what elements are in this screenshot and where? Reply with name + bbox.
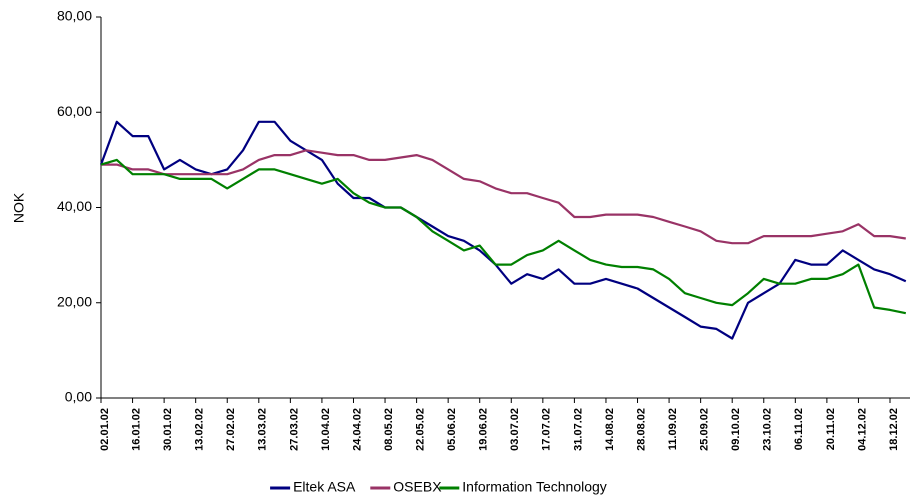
legend-label: Eltek ASA [293, 479, 356, 495]
x-tick-label: 19.06.02 [478, 408, 490, 451]
x-tick-label: 30.01.02 [162, 408, 174, 451]
x-tick-label: 10.04.02 [320, 408, 332, 451]
x-tick-label: 14.08.02 [604, 408, 616, 451]
x-tick-label: 20.11.02 [825, 408, 837, 450]
x-tick-label: 25.09.02 [699, 408, 711, 451]
x-tick-label: 22.05.02 [415, 408, 427, 451]
x-tick-label: 02.01.02 [99, 408, 111, 451]
y-axis-label: NOK [11, 192, 27, 223]
x-tick-label: 08.05.02 [383, 408, 395, 451]
x-tick-label: 27.03.02 [288, 408, 300, 451]
x-tick-label: 27.02.02 [225, 408, 237, 451]
x-tick-label: 04.12.02 [856, 408, 868, 451]
x-tick-label: 03.07.02 [509, 408, 521, 451]
x-tick-label: 06.11.02 [793, 408, 805, 450]
x-tick-label: 23.10.02 [762, 408, 774, 451]
legend-label: OSEBX [393, 479, 442, 495]
y-tick-label: 20,00 [57, 293, 92, 309]
x-tick-label: 11.09.02 [667, 408, 679, 450]
x-tick-label: 16.01.02 [130, 408, 142, 451]
y-tick-label: 80,00 [57, 8, 92, 24]
x-tick-label: 13.02.02 [194, 408, 206, 451]
x-tick-label: 17.07.02 [541, 408, 553, 451]
series-line [101, 149, 906, 245]
x-tick-label: 09.10.02 [730, 408, 742, 451]
series-line [99, 120, 907, 340]
series-line [100, 158, 907, 315]
x-tick-label: 28.08.02 [635, 408, 647, 451]
x-tick-label: 24.04.02 [351, 408, 363, 451]
x-tick-label: 18.12.02 [888, 408, 900, 451]
y-tick-label: 40,00 [57, 198, 92, 214]
legend-label: Information Technology [462, 479, 607, 495]
x-tick-label: 05.06.02 [446, 408, 458, 451]
x-tick-label: 13.03.02 [257, 408, 269, 451]
y-tick-label: 0,00 [65, 389, 92, 405]
y-tick-label: 60,00 [57, 103, 92, 119]
x-tick-label: 31.07.02 [572, 408, 584, 451]
